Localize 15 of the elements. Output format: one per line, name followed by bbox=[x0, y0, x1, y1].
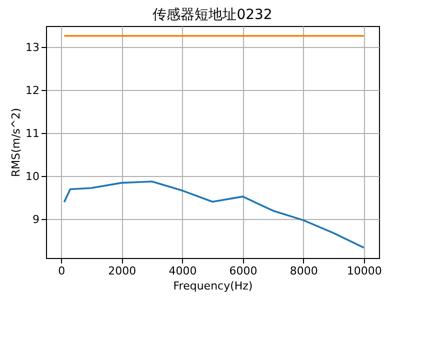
y-tick-label: 12 bbox=[26, 84, 40, 97]
x-tick-label: 6000 bbox=[229, 264, 258, 278]
y-tick-label: 13 bbox=[26, 40, 40, 54]
x-axis-title: Frequency(Hz) bbox=[173, 280, 253, 292]
line-series bbox=[63, 180, 365, 249]
x-tick-label: 8000 bbox=[290, 264, 318, 278]
x-tick-label: 4000 bbox=[168, 264, 197, 278]
chart-title: 传感器短地址0232 bbox=[152, 7, 272, 23]
x-tick-label: 2000 bbox=[108, 264, 136, 278]
y-tick-label: 9 bbox=[32, 212, 40, 226]
y-tick-label: 11 bbox=[26, 126, 40, 140]
x-tick-label: 10000 bbox=[346, 264, 382, 278]
y-axis-title: RMS(m/s^2) bbox=[10, 108, 23, 178]
y-tick-label: 10 bbox=[26, 170, 40, 183]
x-tick-label: 0 bbox=[58, 264, 66, 278]
